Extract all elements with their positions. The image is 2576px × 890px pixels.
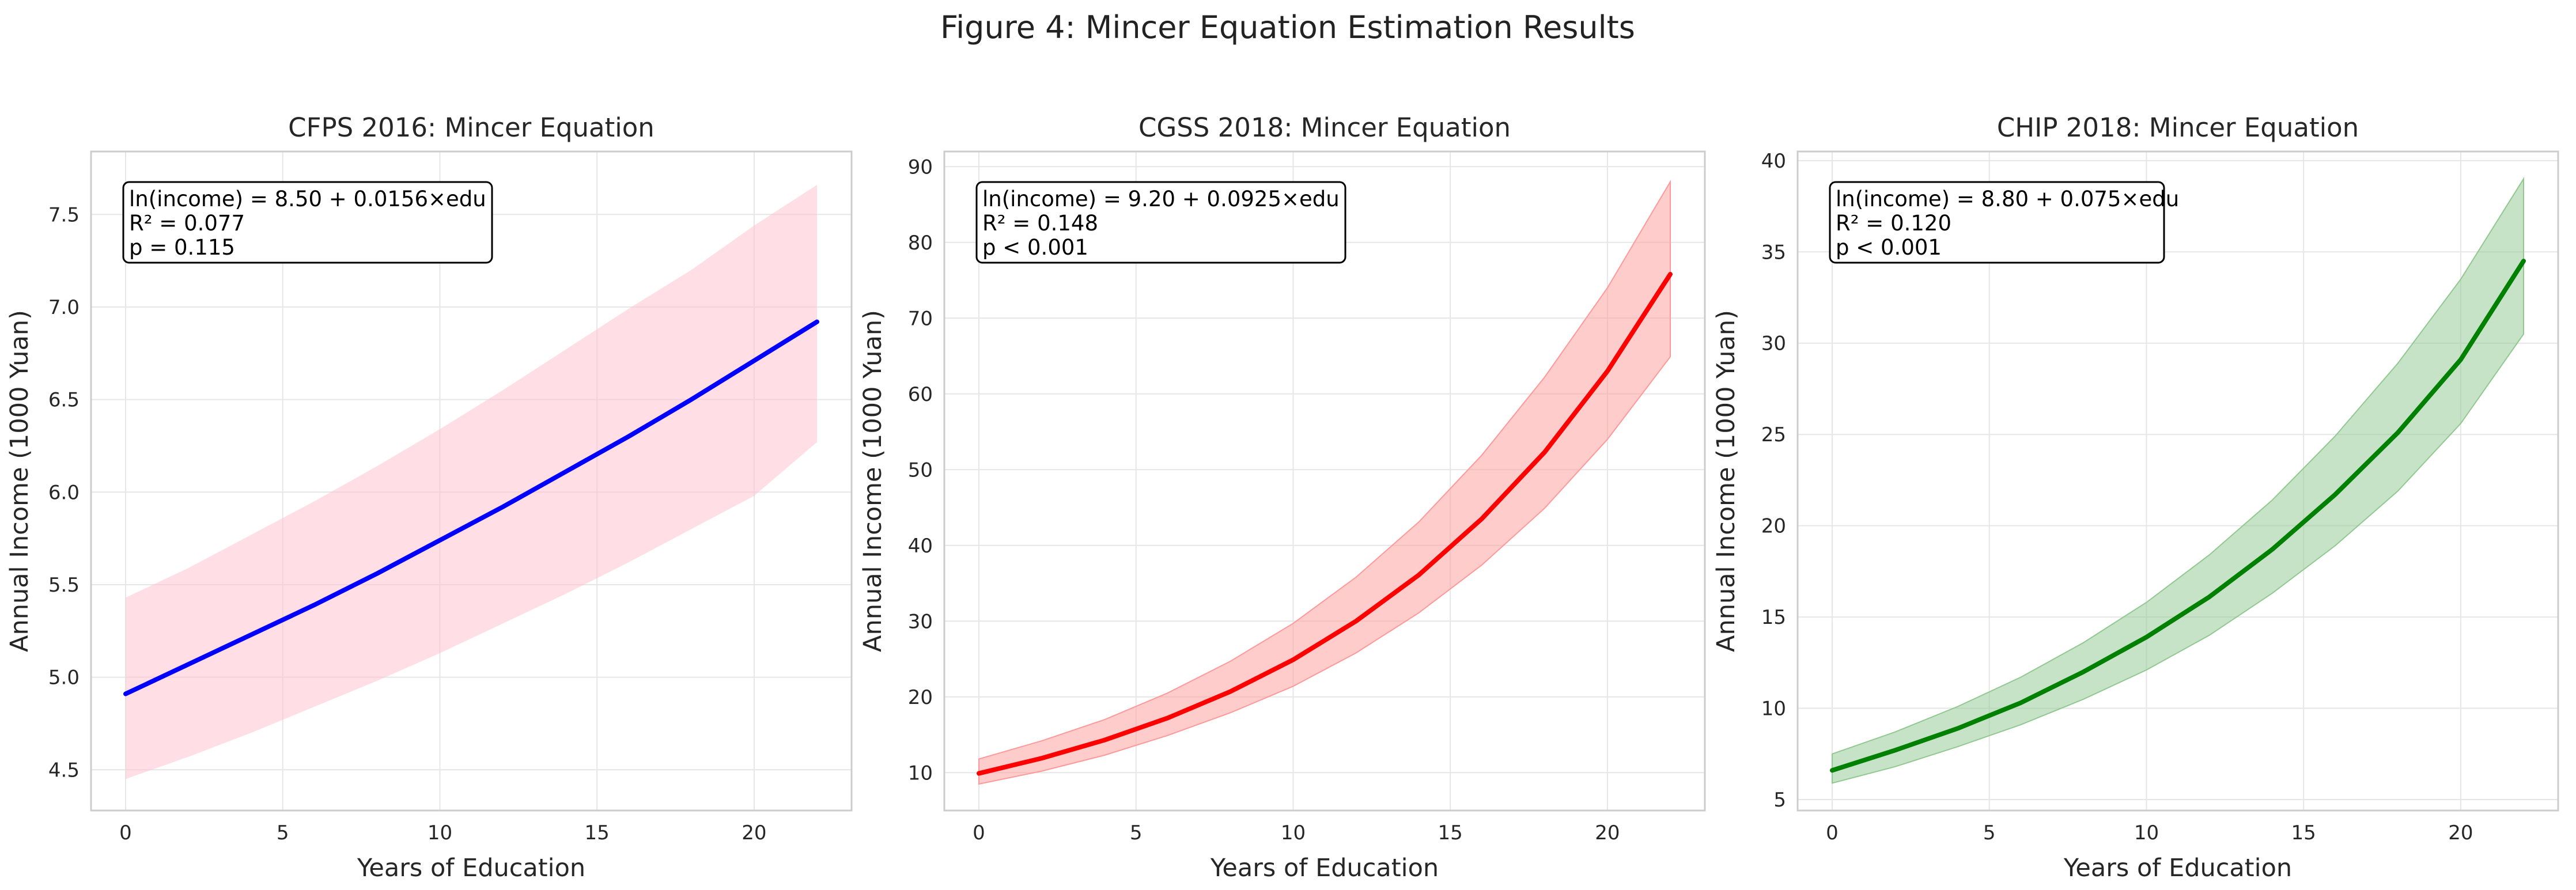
y-tick-label: 35 bbox=[1761, 241, 1786, 264]
equation-text-line: ln(income) = 8.80 + 0.075×edu bbox=[1836, 187, 2179, 211]
y-tick-label: 5 bbox=[1773, 789, 1786, 812]
y-axis-label: Annual Income (1000 Yuan) bbox=[1712, 310, 1741, 652]
equation-box bbox=[1829, 181, 2165, 264]
y-tick-label: 80 bbox=[908, 232, 933, 255]
x-tick-label: 5 bbox=[1983, 821, 1996, 844]
x-tick-label: 10 bbox=[1281, 821, 1306, 844]
x-tick-label: 10 bbox=[2134, 821, 2159, 844]
y-axis-label: Annual Income (1000 Yuan) bbox=[5, 310, 34, 652]
y-tick-label: 6.5 bbox=[48, 389, 80, 412]
x-tick-label: 20 bbox=[2448, 821, 2473, 844]
confidence-band bbox=[126, 184, 817, 779]
equation-text-line: p < 0.001 bbox=[982, 235, 1088, 260]
x-axis-label: Years of Education bbox=[357, 854, 585, 883]
equation-text-line: R² = 0.077 bbox=[129, 211, 245, 236]
equation-text-line: R² = 0.120 bbox=[1836, 211, 1951, 236]
y-tick-label: 5.0 bbox=[48, 666, 80, 690]
equation-text-line: ln(income) = 9.20 + 0.0925×edu bbox=[982, 187, 1340, 211]
y-tick-label: 40 bbox=[908, 535, 933, 558]
equation-text-line: R² = 0.148 bbox=[982, 211, 1098, 236]
x-tick-label: 10 bbox=[428, 821, 452, 844]
confidence-band bbox=[1832, 177, 2524, 784]
figure-title: Figure 4: Mincer Equation Estimation Res… bbox=[940, 9, 1635, 46]
y-tick-label: 70 bbox=[908, 307, 933, 330]
chart-title: CHIP 2018: Mincer Equation bbox=[1997, 112, 2359, 143]
y-tick-label: 30 bbox=[1761, 332, 1786, 355]
chart-title: CFPS 2016: Mincer Equation bbox=[288, 112, 655, 143]
x-tick-label: 15 bbox=[2291, 821, 2316, 844]
y-tick-label: 5.5 bbox=[48, 574, 80, 597]
chart-panel-1: 0 5 10 15 20 4.5 5.0 5.5 6.0 6.5 7.0 7.5 CFPS 2016: … bbox=[5, 112, 853, 883]
equation-box bbox=[122, 181, 493, 264]
plot-frame bbox=[1796, 150, 2559, 812]
chart-panel-3: 0 5 10 15 20 5 10 15 20 25 30 35 40 CHIP 2018: Mincer… bbox=[1712, 112, 2559, 883]
x-tick-label: 0 bbox=[973, 821, 985, 844]
y-tick-label: 7.5 bbox=[48, 203, 80, 226]
x-tick-label: 0 bbox=[1826, 821, 1839, 844]
y-tick-label: 20 bbox=[1761, 515, 1786, 538]
fitted-line bbox=[977, 272, 1673, 776]
y-tick-label: 10 bbox=[908, 762, 933, 785]
x-axis-label: Years of Education bbox=[2063, 854, 2292, 883]
equation-text-line: p = 0.115 bbox=[129, 235, 235, 260]
fitted-line bbox=[1830, 259, 2526, 773]
plot-frame bbox=[90, 150, 853, 812]
y-tick-label: 7.0 bbox=[48, 296, 80, 319]
y-tick-label: 25 bbox=[1761, 423, 1786, 446]
y-tick-label: 40 bbox=[1761, 150, 1786, 173]
y-tick-label: 6.0 bbox=[48, 481, 80, 504]
y-tick-label: 15 bbox=[1761, 606, 1786, 629]
y-tick-label: 4.5 bbox=[48, 759, 80, 782]
y-tick-label: 50 bbox=[908, 459, 933, 482]
x-tick-label: 15 bbox=[585, 821, 610, 844]
chart-title: CGSS 2018: Mincer Equation bbox=[1138, 112, 1511, 143]
y-axis-label: Annual Income (1000 Yuan) bbox=[858, 310, 887, 652]
plot-frame bbox=[943, 150, 1706, 812]
y-tick-label: 30 bbox=[908, 610, 933, 633]
fitted-line bbox=[123, 319, 819, 696]
equation-text-line: p < 0.001 bbox=[1836, 235, 1942, 260]
x-tick-label: 0 bbox=[119, 821, 132, 844]
y-tick-label: 20 bbox=[908, 686, 933, 709]
x-tick-label: 15 bbox=[1438, 821, 1463, 844]
x-tick-label: 20 bbox=[742, 821, 766, 844]
y-tick-label: 10 bbox=[1761, 698, 1786, 721]
equation-text-line: ln(income) = 8.50 + 0.0156×edu bbox=[129, 187, 486, 211]
equation-box bbox=[975, 181, 1346, 264]
x-tick-label: 5 bbox=[1130, 821, 1143, 844]
y-tick-label: 90 bbox=[908, 156, 933, 179]
x-tick-label: 5 bbox=[277, 821, 289, 844]
x-tick-label: 20 bbox=[1595, 821, 1620, 844]
chart-panel-2: 0 5 10 15 20 10 20 30 40 50 60 70 80 90 CGSS 2018: Min… bbox=[858, 112, 1706, 883]
confidence-band bbox=[978, 179, 1671, 785]
y-tick-label: 60 bbox=[908, 383, 933, 406]
x-axis-label: Years of Education bbox=[1210, 854, 1439, 883]
